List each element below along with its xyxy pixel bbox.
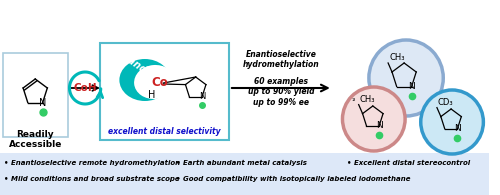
Text: • Good compatibility with isotopically labeled iodomethane: • Good compatibility with isotopically l… — [176, 176, 410, 182]
Text: • Earth abundant metal catalysis: • Earth abundant metal catalysis — [176, 160, 307, 166]
Text: N: N — [39, 98, 46, 107]
Circle shape — [421, 90, 484, 154]
Text: H: H — [148, 90, 156, 100]
Ellipse shape — [134, 65, 175, 99]
FancyBboxPatch shape — [3, 53, 68, 137]
Circle shape — [369, 40, 444, 116]
Text: • Mild conditions and broad substrate scope: • Mild conditions and broad substrate sc… — [4, 176, 180, 182]
Text: CoH: CoH — [74, 83, 97, 93]
Text: N: N — [376, 121, 382, 130]
Text: • Enantioselective remote hydromethylation: • Enantioselective remote hydromethylati… — [4, 160, 180, 166]
Ellipse shape — [120, 59, 170, 101]
Text: CH₃: CH₃ — [360, 95, 375, 104]
Text: CD₃: CD₃ — [438, 98, 454, 107]
Text: Co: Co — [151, 76, 168, 90]
Circle shape — [342, 87, 405, 151]
Text: N: N — [454, 124, 461, 133]
Text: N: N — [408, 82, 415, 91]
Text: excellent distal selectivity: excellent distal selectivity — [108, 128, 220, 136]
Text: Enantioselective
hydromethylation: Enantioselective hydromethylation — [242, 50, 319, 69]
FancyBboxPatch shape — [100, 43, 229, 140]
Text: • Excellent distal stereocontrol: • Excellent distal stereocontrol — [348, 160, 470, 166]
Text: 60 examples
up to 90% yield
up to 99% ee: 60 examples up to 90% yield up to 99% ee — [248, 77, 314, 107]
Text: ligand: ligand — [115, 48, 149, 76]
Text: Readily
Accessible: Readily Accessible — [8, 130, 62, 149]
Text: N: N — [199, 92, 205, 101]
Text: ¹³: ¹³ — [352, 99, 356, 104]
FancyBboxPatch shape — [0, 153, 489, 195]
Text: CH₃: CH₃ — [389, 53, 404, 62]
